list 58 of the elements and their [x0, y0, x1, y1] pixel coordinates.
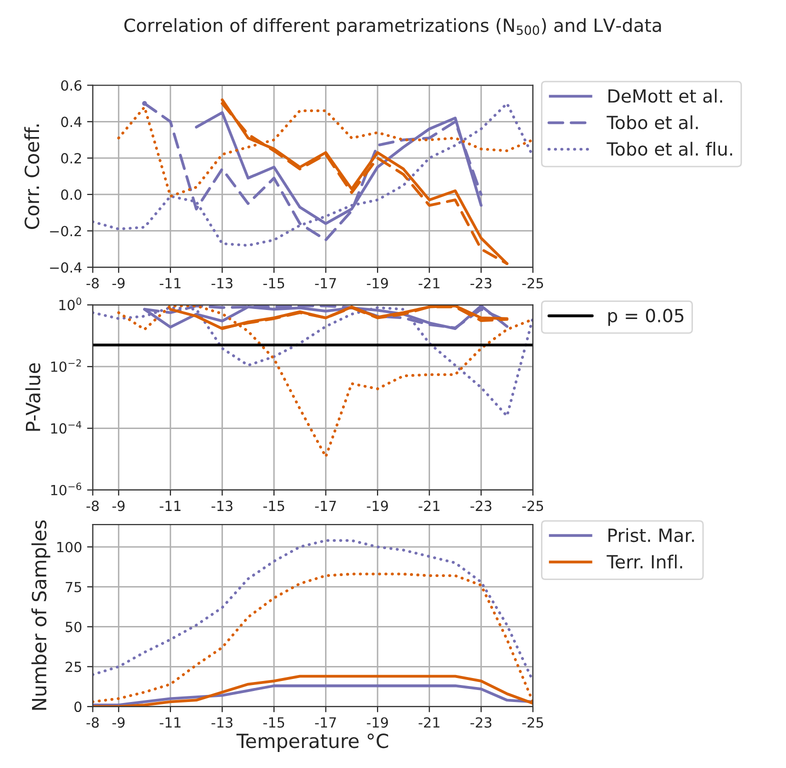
- x-tick-label: -8: [86, 278, 99, 288]
- x-tick-label: -23: [470, 717, 492, 728]
- y-axis-title: Number of Samples: [31, 520, 50, 710]
- y-tick-label: 0.6: [61, 80, 82, 91]
- x-tick-label: -13: [212, 500, 232, 512]
- x-tick-label: -17: [315, 717, 336, 728]
- y-axis-title: Corr. Coeff.: [24, 124, 40, 229]
- x-tick-label: -23: [470, 278, 492, 288]
- legend-label: p = 0.05: [608, 308, 684, 326]
- legend-label: Prist. Mar.: [608, 528, 694, 542]
- y-tick-label: 0.4: [61, 116, 82, 128]
- chart-title: Correlation of different parametrizations (N$_{500}$) and LV-data: [124, 18, 661, 36]
- legend-label: Tobo et al. flu.: [606, 142, 732, 156]
- x-tick-label: -11: [160, 717, 180, 728]
- y-tick-label: 10$^{−6}$: [51, 482, 82, 496]
- legend-label: Terr. Infl.: [606, 554, 682, 569]
- x-tick-label: -25: [522, 500, 544, 512]
- x-tick-label: -21: [418, 500, 440, 511]
- y-tick-label: 10$^{−4}$: [51, 421, 82, 434]
- y-tick-label: 0.0: [61, 189, 82, 200]
- x-tick-label: -19: [366, 500, 388, 512]
- y-tick-label: 0: [74, 702, 82, 712]
- y-tick-label: 0.2: [61, 153, 81, 164]
- x-tick-label: -15: [263, 500, 284, 512]
- x-tick-label: -19: [366, 278, 388, 288]
- x-tick-label: -23: [470, 500, 492, 512]
- x-tick-label: -17: [315, 278, 336, 288]
- y-tick-label: 10$^{0}$: [59, 298, 82, 310]
- x-tick-label: -19: [366, 717, 388, 728]
- legend-label: Tobo et al.: [606, 115, 698, 130]
- y-tick-label: 75: [66, 582, 82, 592]
- x-tick-label: -11: [160, 278, 180, 288]
- y-tick-label: −0.2: [50, 226, 81, 236]
- line-series: [117, 304, 533, 458]
- x-tick-label: -9: [112, 500, 125, 512]
- x-tick-label: -21: [418, 278, 440, 288]
- x-tick-label: -17: [315, 500, 336, 511]
- x-tick-label: -15: [263, 717, 284, 728]
- x-tick-label: -8: [86, 500, 99, 512]
- y-tick-label: −0.4: [50, 262, 82, 273]
- x-axis-title: Temperature °C: [236, 734, 388, 752]
- x-tick-label: -25: [522, 278, 544, 288]
- x-tick-label: -8: [86, 717, 99, 728]
- y-tick-label: 10$^{−2}$: [51, 359, 81, 372]
- x-tick-label: -11: [160, 500, 180, 511]
- x-tick-label: -9: [112, 278, 125, 288]
- x-tick-label: -21: [418, 717, 440, 728]
- y-tick-label: 100: [57, 542, 82, 552]
- x-tick-label: -13: [212, 278, 232, 288]
- legend-label: DeMott et al.: [608, 88, 722, 103]
- y-axis-title: P-Value: [25, 363, 40, 431]
- y-tick-label: 50: [66, 622, 82, 632]
- line-series: [92, 102, 533, 247]
- x-tick-label: -15: [263, 278, 284, 288]
- x-tick-label: -13: [212, 717, 232, 728]
- x-tick-label: -9: [112, 717, 125, 728]
- x-tick-label: -25: [522, 717, 544, 728]
- y-tick-label: 25: [66, 662, 82, 672]
